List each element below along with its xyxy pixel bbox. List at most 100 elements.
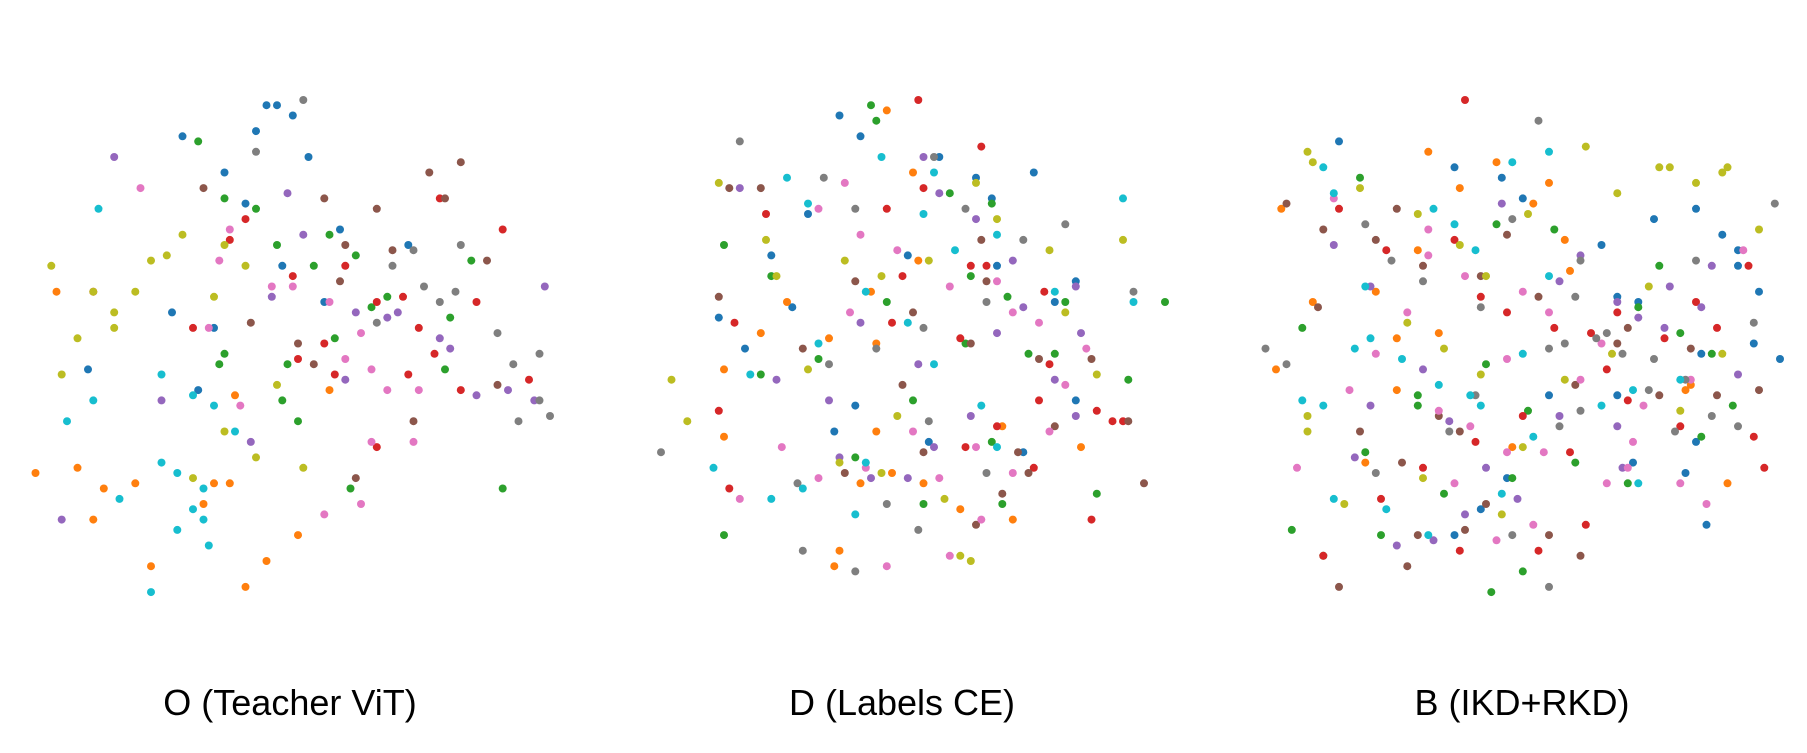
scatter-point (720, 365, 728, 374)
scatter-point (1629, 437, 1637, 446)
scatter-point (346, 484, 355, 493)
scatter-point (1692, 437, 1700, 446)
scatter-point (131, 479, 140, 488)
scatter-point (252, 127, 260, 136)
scatter-point (1413, 531, 1422, 540)
scatter-point (178, 132, 187, 141)
scatter-point (851, 277, 860, 286)
scatter-point (383, 292, 392, 301)
scatter-point (1760, 463, 1769, 472)
scatter-point (903, 318, 912, 327)
scatter-point (1371, 469, 1380, 477)
scatter-point (1335, 137, 1343, 146)
scatter-point (993, 261, 1001, 270)
scatter-point (1613, 298, 1622, 306)
scatter-point (1061, 308, 1070, 317)
scatter-point (1092, 406, 1101, 415)
scatter-point (1434, 329, 1443, 338)
scatter-point (1377, 494, 1385, 503)
scatter-point (110, 153, 119, 161)
scatter-point (1555, 277, 1564, 286)
scatter-point (404, 241, 413, 249)
scatter-point (856, 132, 865, 141)
scatter-point (540, 282, 549, 291)
scatter-point (299, 463, 308, 472)
scatter-point (1413, 210, 1422, 218)
scatter-point (367, 303, 376, 312)
scatter-point (966, 339, 975, 348)
scatter-point (1545, 178, 1553, 187)
scatter-point (1534, 116, 1543, 125)
scatter-point (767, 251, 776, 260)
scatter-point (1413, 391, 1422, 400)
scatter-point (1392, 386, 1401, 395)
scatter-point (982, 261, 991, 270)
scatter-point (1692, 178, 1700, 187)
scatter-point (1356, 184, 1364, 193)
scatter-point (1403, 308, 1412, 317)
scatter-point (1613, 189, 1622, 198)
scatter-point (756, 184, 765, 193)
scatter-point (1492, 158, 1501, 167)
scatter-point (1576, 375, 1585, 384)
scatter-point (1576, 406, 1585, 415)
scatter-point (372, 443, 381, 452)
scatter-point (1602, 329, 1611, 338)
scatter-point (372, 298, 381, 306)
scatter-point (1534, 292, 1543, 301)
scatter-point (972, 520, 980, 529)
scatter-point (147, 588, 155, 597)
scatter-point (1277, 204, 1286, 213)
scatter-point (1455, 546, 1464, 555)
scatter-point (1529, 432, 1538, 441)
scatter-point (467, 256, 476, 265)
scatter-point (1466, 391, 1475, 400)
scatter-point (1050, 422, 1059, 431)
scatter-point (720, 241, 728, 249)
scatter-point (814, 474, 823, 483)
scatter-point (1329, 241, 1338, 249)
scatter-point (961, 204, 970, 213)
scatter-point (1371, 287, 1380, 296)
scatter-point (47, 261, 56, 270)
scatter-point (1450, 220, 1459, 229)
scatter-point (1665, 282, 1674, 291)
scatter-point (388, 261, 397, 270)
scatter-point (294, 355, 302, 363)
scatter-point (1497, 199, 1506, 208)
scatter-point (1298, 323, 1307, 332)
scatter-point (851, 567, 860, 576)
scatter-point (189, 474, 197, 483)
scatter-point (425, 168, 434, 177)
scatter-point (1398, 458, 1406, 467)
scatter-point (1419, 365, 1427, 374)
scatter-point (1503, 230, 1511, 239)
scatter-point (1592, 334, 1601, 343)
scatter-point (1092, 489, 1101, 498)
scatter-point (330, 370, 339, 379)
scatter-point (935, 189, 944, 198)
scatter-point (288, 111, 297, 120)
scatter-point (840, 178, 849, 187)
scatter-point (1644, 282, 1653, 291)
scatter-point (1008, 515, 1017, 524)
scatter-point (998, 489, 1007, 498)
scatter-point (1697, 303, 1706, 312)
scatter-point (1702, 520, 1711, 529)
scatter-point (199, 184, 208, 193)
scatter-point (1518, 443, 1527, 452)
scatter-point (1087, 355, 1096, 363)
scatter-point (1319, 551, 1328, 560)
scatter-point (1676, 329, 1685, 338)
scatter-point (1744, 261, 1753, 270)
scatter-point (987, 199, 996, 208)
scatter-point (1092, 370, 1101, 379)
scatter-point (1555, 412, 1564, 420)
scatter-point (1776, 355, 1784, 363)
scatter-point (772, 272, 781, 281)
scatter-point (409, 246, 418, 255)
scatter-point (388, 246, 397, 255)
scatter-point (1377, 531, 1385, 540)
scatter-point (309, 360, 318, 369)
scatter-point (1440, 344, 1448, 353)
